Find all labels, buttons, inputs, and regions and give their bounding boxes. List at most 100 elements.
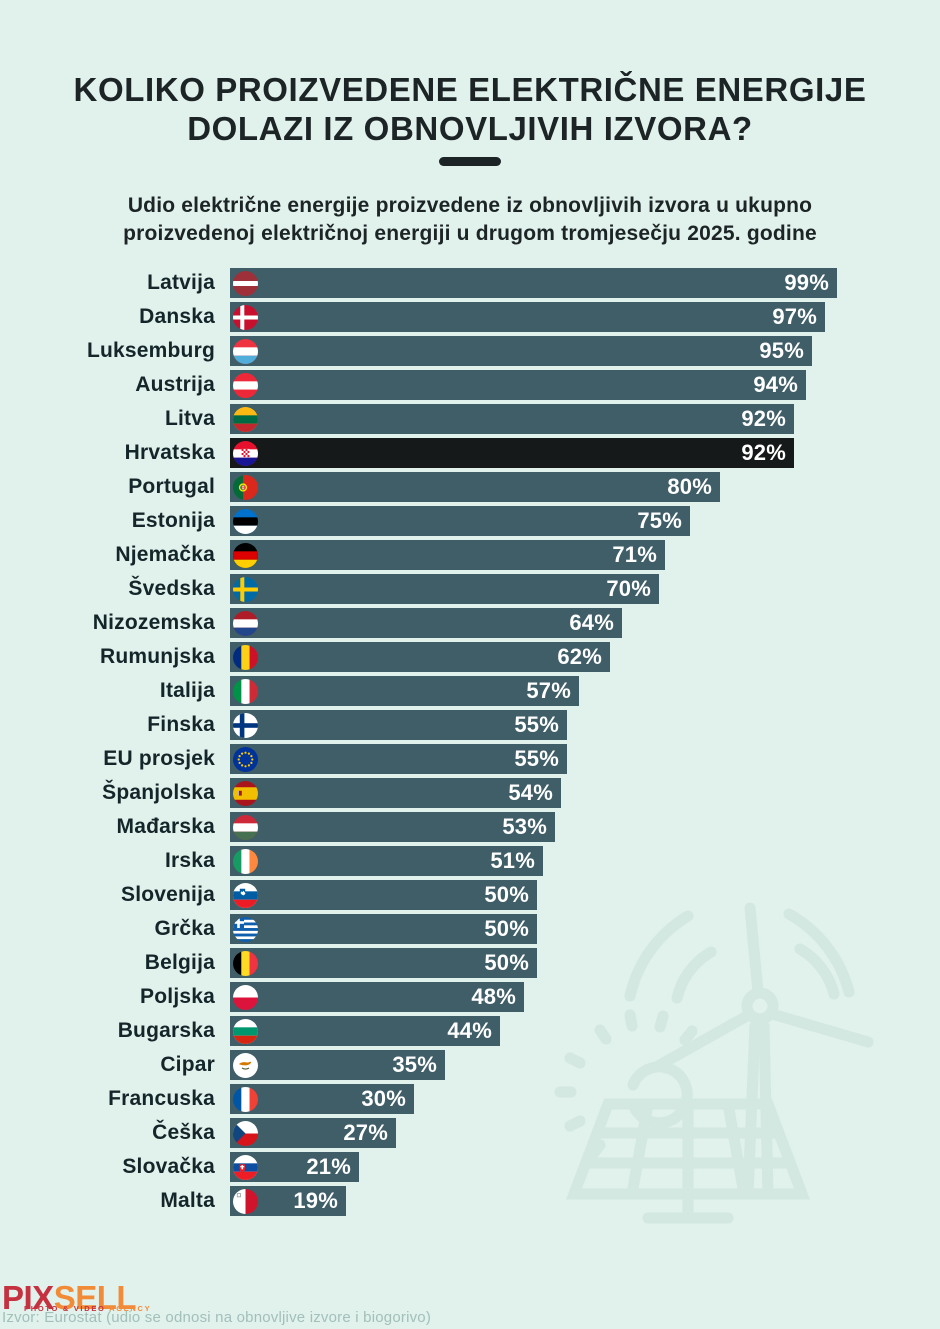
country-label: Španjolska [102, 781, 215, 804]
chart-row: Slovačka 21% [0, 1152, 940, 1182]
country-label: Latvija [147, 271, 215, 294]
country-label: Hrvatska [124, 441, 215, 464]
bar-value: 92% [741, 440, 786, 465]
flag-icon-si [233, 882, 258, 908]
bar: 50% [230, 880, 537, 910]
chart-row: Italija 57% [0, 676, 940, 706]
bar-chart: Latvija 99% Danska 97% Luksemburg 95% Austrija… [0, 268, 940, 1220]
bar: 51% [230, 846, 543, 876]
bar: 55% [230, 710, 567, 740]
chart-row: Poljska 48% [0, 982, 940, 1012]
bar: 19% [230, 1186, 346, 1216]
bar-value: 70% [606, 576, 651, 601]
bar-value: 71% [612, 542, 657, 567]
bar-value: 19% [293, 1188, 338, 1213]
flag-icon-bg [233, 1018, 258, 1044]
country-label: Nizozemska [92, 611, 215, 634]
chart-row: EU prosjek 55% [0, 744, 940, 774]
country-label: EU prosjek [103, 747, 215, 770]
country-label: Cipar [160, 1053, 215, 1076]
pixsell-logo: PIXSELL [2, 1279, 137, 1316]
country-label: Slovačka [122, 1155, 215, 1178]
country-label: Portugal [128, 475, 215, 498]
chart-row: Portugal 80% [0, 472, 940, 502]
bar-value: 27% [343, 1120, 388, 1145]
country-label: Estonija [131, 509, 215, 532]
bar-value: 44% [447, 1018, 492, 1043]
bar: 50% [230, 948, 537, 978]
bar-value: 53% [502, 814, 547, 839]
bar-value: 50% [484, 950, 529, 975]
country-label: Litva [164, 407, 215, 430]
pixsell-logo-part2: SELL [53, 1279, 137, 1316]
chart-row: Nizozemska 64% [0, 608, 940, 638]
bar-value: 62% [557, 644, 602, 669]
subtitle-line-1: Udio električne energije proizvedene iz … [127, 194, 813, 217]
bar-value: 21% [306, 1154, 351, 1179]
bar-value: 50% [484, 882, 529, 907]
bar-value: 54% [508, 780, 553, 805]
page-title: KOLIKO PROIZVEDENE ELEKTRIČNE ENERGIJE D… [0, 70, 940, 148]
chart-row: Hrvatska 92% [0, 438, 940, 468]
chart-row: Španjolska 54% [0, 778, 940, 808]
chart-row: Estonija 75% [0, 506, 940, 536]
bar: 35% [230, 1050, 445, 1080]
country-label: Francuska [108, 1087, 215, 1110]
flag-icon-eu [233, 746, 258, 772]
chart-row: Litva 92% [0, 404, 940, 434]
bar-value: 80% [667, 474, 712, 499]
bar-value: 55% [514, 712, 559, 737]
flag-icon-lv [233, 270, 258, 296]
country-label: Češka [152, 1121, 215, 1144]
bar-highlighted: 92% [230, 438, 794, 468]
chart-row: Luksemburg 95% [0, 336, 940, 366]
bar-value: 95% [759, 338, 804, 363]
bar-value: 35% [392, 1052, 437, 1077]
bar: 92% [230, 404, 794, 434]
pixsell-logo-part1: PIX [2, 1279, 54, 1316]
flag-icon-pl [233, 984, 258, 1010]
bar: 75% [230, 506, 690, 536]
bar: 95% [230, 336, 812, 366]
country-label: Malta [160, 1189, 215, 1212]
flag-icon-mt [233, 1188, 258, 1214]
bar: 94% [230, 370, 806, 400]
flag-icon-fi [233, 712, 258, 738]
chart-row: Latvija 99% [0, 268, 940, 298]
bar-value: 30% [361, 1086, 406, 1111]
pixsell-tagline: PHOTO & VIDEO AGENCY [24, 1304, 151, 1313]
bar-value: 48% [471, 984, 516, 1009]
bar-value: 97% [772, 304, 817, 329]
flag-icon-hu [233, 814, 258, 840]
chart-row: Austrija 94% [0, 370, 940, 400]
chart-row: Njemačka 71% [0, 540, 940, 570]
bar: 62% [230, 642, 610, 672]
chart-row: Švedska 70% [0, 574, 940, 604]
chart-row: Cipar 35% [0, 1050, 940, 1080]
bar: 21% [230, 1152, 359, 1182]
chart-row: Rumunjska 62% [0, 642, 940, 672]
flag-icon-ee [233, 508, 258, 534]
country-label: Mađarska [116, 815, 215, 838]
flag-icon-it [233, 678, 258, 704]
bar: 99% [230, 268, 837, 298]
bar-value: 75% [637, 508, 682, 533]
pixsell-tagline-part2: AGENCY [109, 1304, 152, 1313]
chart-row: Finska 55% [0, 710, 940, 740]
bar: 54% [230, 778, 561, 808]
bar: 80% [230, 472, 720, 502]
country-label: Slovenija [120, 883, 215, 906]
country-label: Belgija [144, 951, 215, 974]
chart-row: Mađarska 53% [0, 812, 940, 842]
flag-icon-lu [233, 338, 258, 364]
bar: 50% [230, 914, 537, 944]
chart-row: Malta 19% [0, 1186, 940, 1216]
bar-value: 92% [741, 406, 786, 431]
flag-icon-ie [233, 848, 258, 874]
flag-icon-hr [233, 440, 258, 466]
country-label: Danska [139, 305, 215, 328]
country-label: Njemačka [115, 543, 215, 566]
bar-value: 55% [514, 746, 559, 771]
chart-row: Češka 27% [0, 1118, 940, 1148]
